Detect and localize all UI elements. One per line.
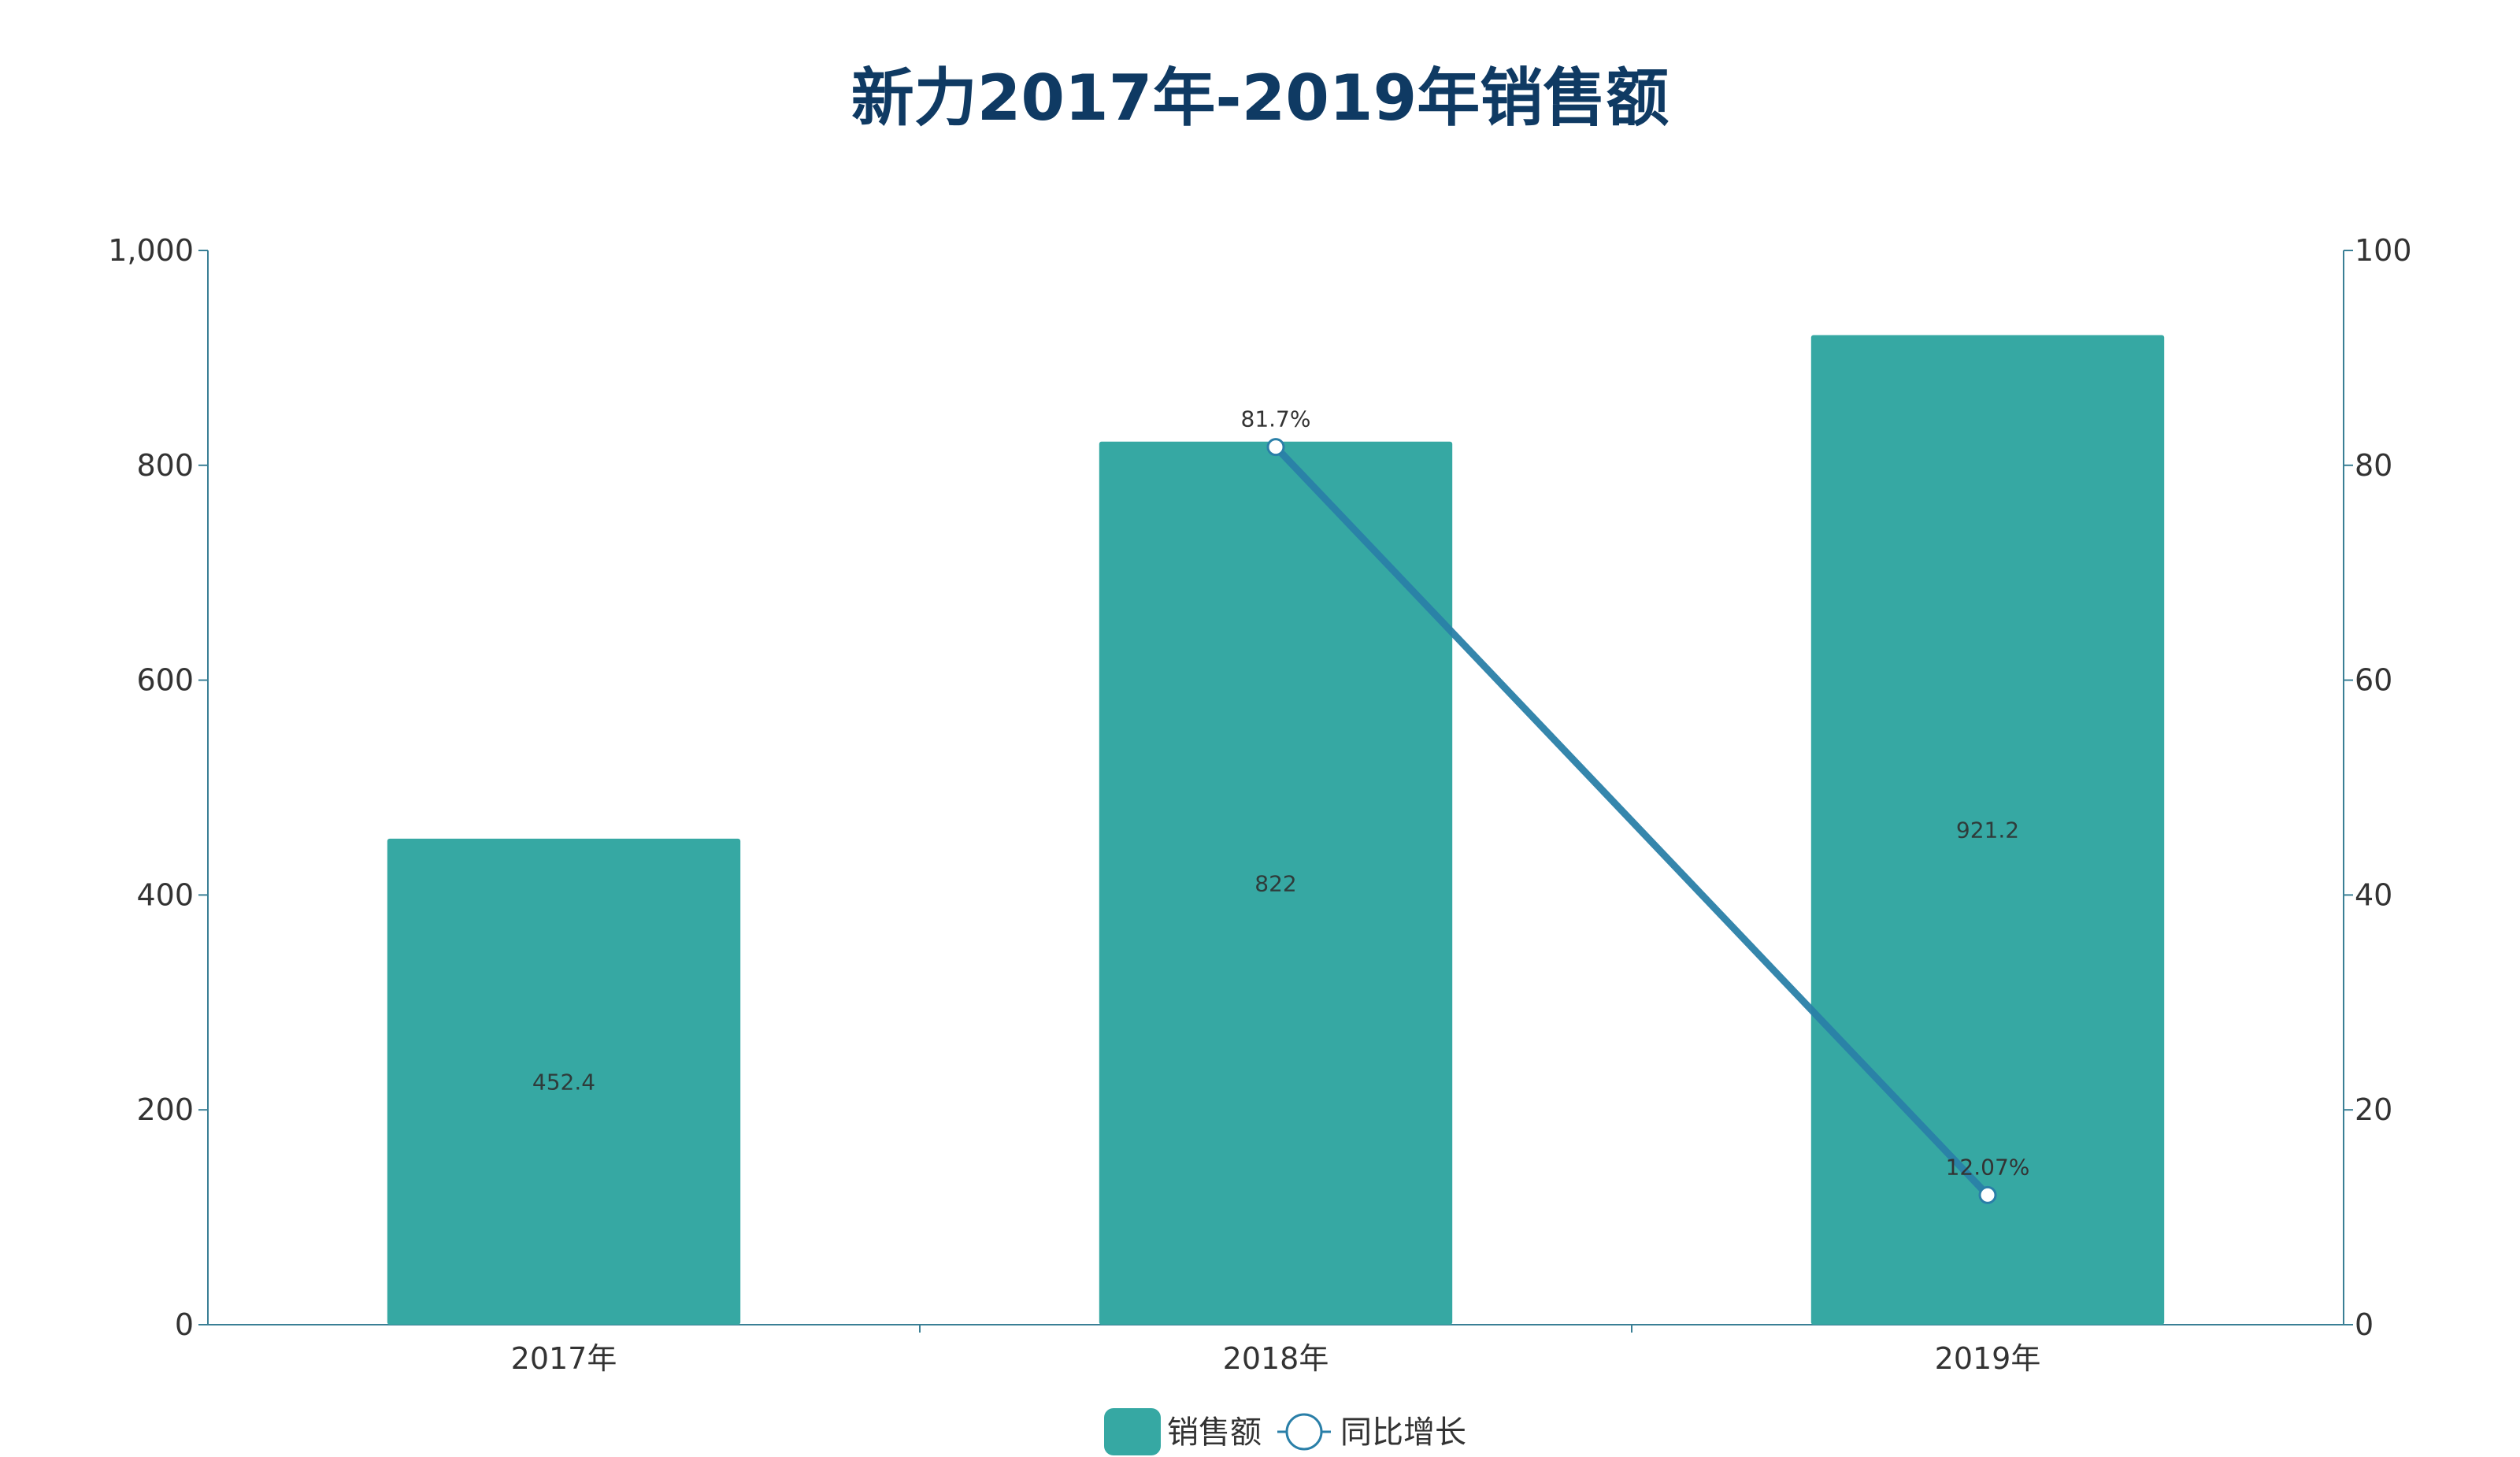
- line-series-path: [1272, 443, 1992, 1199]
- y-tick-label-right: 20: [2355, 1092, 2392, 1127]
- legend-label-line: 同比增长: [1340, 1414, 1466, 1451]
- chart-title: 新力2017年-2019年销售额: [850, 61, 1670, 135]
- y-tick-label-left: 800: [136, 448, 194, 483]
- bar: [387, 838, 741, 1325]
- y-tick-label-right: 0: [2355, 1307, 2374, 1342]
- bar: [1810, 335, 2165, 1325]
- legend-bar-icon: [1104, 1408, 1161, 1455]
- bar: [1099, 441, 1453, 1325]
- line-point: [1266, 438, 1285, 457]
- y-tick-label-left: 0: [175, 1307, 194, 1342]
- x-tick-label: 2017年: [511, 1341, 617, 1376]
- y-tick-label-left: 200: [136, 1092, 194, 1127]
- bar-value-label: 452.4: [532, 1069, 595, 1095]
- bar-value-label: 921.2: [1956, 817, 2019, 843]
- line-point: [1978, 1185, 1997, 1204]
- x-tick-label: 2018年: [1223, 1341, 1329, 1376]
- line-value-label: 12.07%: [1946, 1154, 2030, 1180]
- x-tick-label: 2019年: [1935, 1341, 2041, 1376]
- y-tick-label-left: 600: [136, 663, 194, 698]
- y-tick-label-left: 1,000: [108, 233, 194, 268]
- y-tick-label-right: 80: [2355, 448, 2392, 483]
- y-tick-label-right: 40: [2355, 877, 2392, 912]
- y-tick-label-right: 60: [2355, 663, 2392, 698]
- y-tick-label-left: 400: [136, 877, 194, 912]
- legend-label-bar: 销售额: [1167, 1414, 1262, 1451]
- bar-value-label: 822: [1254, 870, 1296, 896]
- line-value-label: 81.7%: [1241, 406, 1311, 432]
- y-tick-label-right: 100: [2355, 233, 2412, 268]
- legend-point-icon: [1285, 1413, 1323, 1451]
